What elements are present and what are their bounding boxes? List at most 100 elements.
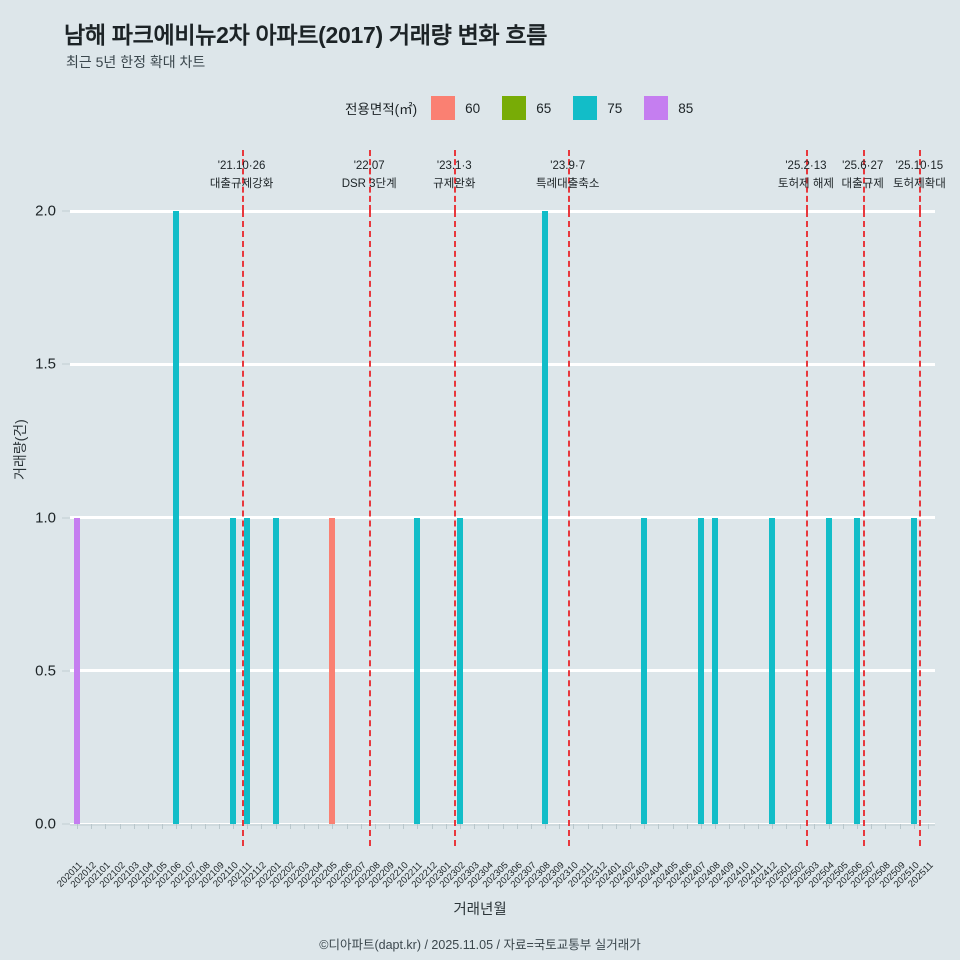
y-axis-label: 거래량(건) bbox=[12, 419, 28, 480]
bar-202506-75[interactable] bbox=[854, 517, 860, 824]
annotation-6: '25.10·15 토허제확대 bbox=[893, 158, 946, 194]
x-tick-mark bbox=[502, 824, 504, 829]
x-tick-mark bbox=[289, 824, 291, 829]
x-tick-mark bbox=[374, 824, 376, 829]
bar-202111-75[interactable] bbox=[244, 517, 251, 824]
x-tick-mark bbox=[800, 824, 802, 829]
y-tick-mark bbox=[62, 823, 70, 825]
x-tick-mark bbox=[105, 824, 107, 829]
x-tick-mark bbox=[771, 824, 773, 829]
x-tick-mark bbox=[162, 824, 164, 829]
event-vline-top-1 bbox=[369, 150, 372, 211]
legend-swatch-icon bbox=[502, 96, 527, 120]
x-tick-mark bbox=[261, 824, 263, 829]
annotation-1: '22.07 DSR 3단계 bbox=[342, 158, 397, 194]
legend: 전용면적(㎡) 60 65 75 85 bbox=[345, 96, 715, 120]
y-tick-label: 1.5 bbox=[35, 355, 56, 373]
x-tick-mark bbox=[204, 824, 206, 829]
x-tick-mark bbox=[488, 824, 490, 829]
x-tick-mark bbox=[275, 824, 277, 829]
bar-202205-60[interactable] bbox=[329, 517, 336, 824]
x-tick-mark bbox=[587, 824, 589, 829]
x-tick-mark bbox=[545, 824, 547, 829]
annotation-date: '23.1·3 bbox=[436, 160, 472, 172]
x-tick-mark bbox=[686, 824, 688, 829]
x-tick-mark bbox=[190, 824, 192, 829]
y-tick-mark bbox=[62, 669, 70, 672]
gridline bbox=[70, 669, 935, 673]
gridline bbox=[70, 362, 935, 366]
bar-202407-75[interactable] bbox=[698, 517, 705, 824]
legend-swatch-icon bbox=[573, 96, 598, 120]
bar-202504-75[interactable] bbox=[825, 517, 832, 824]
x-tick-mark bbox=[814, 824, 816, 829]
bar-202308-75[interactable] bbox=[542, 211, 549, 824]
annotation-date: '25.10·15 bbox=[895, 160, 944, 172]
annotation-text: 토허제 해제 bbox=[777, 177, 835, 190]
x-tick-mark bbox=[630, 824, 632, 829]
y-tick-mark bbox=[62, 363, 70, 366]
bar-202011-85[interactable] bbox=[74, 517, 81, 824]
x-tick-mark bbox=[119, 824, 121, 829]
plot-area bbox=[70, 209, 935, 826]
legend-swatch-icon bbox=[644, 96, 669, 120]
x-tick-mark bbox=[389, 824, 391, 829]
bar-202412-75[interactable] bbox=[768, 517, 775, 824]
legend-item-label: 65 bbox=[536, 100, 552, 116]
x-tick-mark bbox=[318, 824, 320, 829]
x-tick-mark bbox=[360, 824, 362, 829]
bar-202106-75[interactable] bbox=[173, 211, 180, 824]
x-tick-mark bbox=[459, 824, 461, 829]
bar-202408-75[interactable] bbox=[712, 517, 719, 824]
annotation-date: '25.2·13 bbox=[785, 160, 827, 172]
event-vline-top-3 bbox=[567, 150, 570, 211]
x-tick-mark bbox=[857, 824, 858, 829]
annotation-text: 규제완화 bbox=[433, 177, 476, 190]
chart-title: 남해 파크에비뉴2차 아파트(2017) 거래량 변화 흐름 bbox=[64, 22, 548, 48]
y-tick-label: 2.0 bbox=[35, 202, 56, 220]
x-tick-mark bbox=[927, 824, 929, 829]
x-tick-mark bbox=[431, 824, 433, 829]
x-tick-mark bbox=[445, 824, 447, 829]
x-tick-mark bbox=[176, 824, 178, 829]
x-tick-mark bbox=[530, 824, 532, 829]
x-tick-mark bbox=[701, 824, 703, 829]
y-tick-label: 0.0 bbox=[35, 815, 56, 833]
x-tick-mark bbox=[871, 824, 873, 829]
x-tick-mark bbox=[899, 824, 901, 829]
annotation-date: '23.9·7 bbox=[550, 160, 586, 172]
event-vline-4 bbox=[805, 211, 808, 846]
bar-202403-75[interactable] bbox=[641, 517, 648, 824]
x-tick-mark bbox=[417, 824, 419, 829]
x-tick-mark bbox=[658, 824, 660, 829]
bar-202510-75[interactable] bbox=[910, 517, 917, 824]
event-vline-top-5 bbox=[862, 150, 865, 211]
footer-credit: ©디아파트(dapt.kr) / 2025.11.05 / 자료=국토교통부 실… bbox=[319, 938, 641, 952]
x-tick-mark bbox=[559, 824, 561, 829]
x-tick-mark bbox=[885, 824, 887, 829]
event-vline-top-2 bbox=[454, 150, 457, 211]
legend-item-85[interactable]: 85 bbox=[644, 96, 709, 120]
x-tick-mark bbox=[672, 824, 674, 829]
x-tick-mark bbox=[403, 824, 405, 829]
x-tick-mark bbox=[615, 824, 617, 829]
x-tick-mark bbox=[218, 824, 220, 829]
event-vline-0 bbox=[241, 211, 244, 846]
bar-202302-75[interactable] bbox=[456, 517, 463, 824]
legend-item-label: 60 bbox=[465, 100, 481, 116]
legend-item-60[interactable]: 60 bbox=[431, 96, 496, 120]
x-tick-mark bbox=[828, 824, 830, 829]
bar-202211-75[interactable] bbox=[414, 517, 421, 824]
annotation-text: 토허제확대 bbox=[892, 177, 946, 190]
x-tick-mark bbox=[91, 824, 93, 829]
bar-202201-75[interactable] bbox=[272, 517, 279, 824]
annotation-text: 특례대출축소 bbox=[535, 177, 600, 190]
x-tick-mark bbox=[573, 824, 575, 829]
x-tick-mark bbox=[715, 824, 717, 829]
x-tick-mark bbox=[601, 824, 603, 829]
x-tick-mark bbox=[77, 824, 79, 829]
legend-item-65[interactable]: 65 bbox=[502, 96, 567, 120]
legend-item-75[interactable]: 75 bbox=[573, 96, 638, 120]
bar-202110-75[interactable] bbox=[230, 517, 237, 824]
y-tick-mark bbox=[62, 210, 70, 212]
